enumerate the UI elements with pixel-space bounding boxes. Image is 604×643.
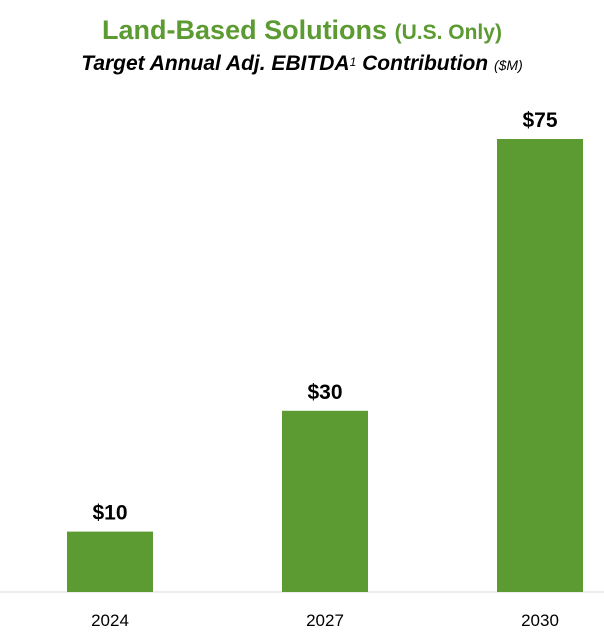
x-tick-label-group: 2024 2027 2030 <box>91 611 559 630</box>
chart-subtitle-main: Target Annual Adj. EBITDA <box>81 52 350 75</box>
bar-group <box>67 139 583 592</box>
chart-units: ($M) <box>493 57 523 73</box>
footnote-marker: 1 <box>349 55 357 69</box>
bar-2027 <box>282 410 368 592</box>
chart-title-suffix: (U.S. Only) <box>394 21 502 44</box>
data-label-2030: $75 <box>522 109 557 132</box>
data-label-group: $10 $30 $75 <box>92 109 557 525</box>
x-tick-label-2027: 2027 <box>306 611 344 630</box>
data-label-2027: $30 <box>307 381 342 404</box>
chart-title: Land-Based Solutions (U.S. Only) <box>0 14 604 49</box>
chart-subtitle-rest: Contribution <box>362 52 489 75</box>
chart-subtitle: Target Annual Adj. EBITDA1 Contribution … <box>0 50 604 79</box>
x-tick-label-2030: 2030 <box>521 611 559 630</box>
bar-2030 <box>497 139 583 592</box>
x-tick-label-2024: 2024 <box>91 611 129 630</box>
data-label-2024: $10 <box>92 502 127 525</box>
chart-title-main: Land-Based Solutions <box>102 15 388 45</box>
bar-2024 <box>67 531 153 592</box>
